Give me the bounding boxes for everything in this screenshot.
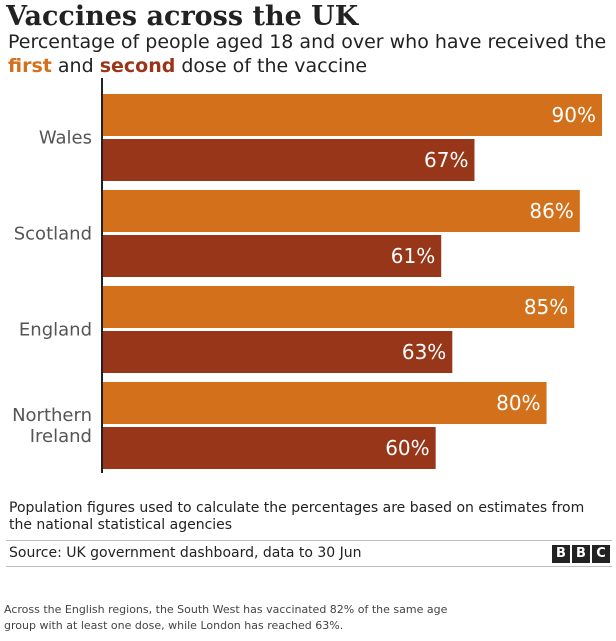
bar-value-label: 67% — [424, 148, 468, 172]
bbc-logo-block: B — [572, 545, 590, 563]
bar-value-label: 63% — [402, 340, 446, 364]
bar-chart: 90% 67% Wales 86% 61% Scotland 85% 63% England 80… — [12, 78, 602, 473]
source-text: Source: UK government dashboard, data to… — [9, 545, 362, 561]
methodology-note: Population figures used to calculate the… — [9, 500, 585, 533]
bar-first-dose — [103, 94, 602, 136]
bbc-logo: B B C — [552, 545, 610, 563]
bbc-logo-block: B — [552, 545, 570, 563]
bar-second-dose — [103, 427, 436, 469]
bbc-logo-block: C — [592, 545, 610, 563]
bar-second-dose — [103, 331, 453, 373]
bar-first-dose — [103, 382, 547, 424]
category-label: Scotland — [14, 224, 92, 245]
subtitle-first-highlight: first — [8, 55, 52, 77]
bar-value-label: 61% — [391, 244, 435, 268]
category-label: England — [19, 320, 92, 341]
bar-value-label: 60% — [385, 436, 429, 460]
subtitle-text-3: dose of the vaccine — [175, 55, 368, 77]
divider-bottom — [6, 566, 612, 567]
bar-second-dose — [103, 139, 475, 181]
bar-first-dose — [103, 286, 575, 328]
footnote: Across the English regions, the South We… — [4, 603, 448, 632]
chart-subtitle: Percentage of people aged 18 and over wh… — [8, 30, 614, 78]
chart-title: Vaccines across the UK — [6, 1, 359, 32]
bar-second-dose — [103, 235, 442, 277]
subtitle-text-1: Percentage of people aged 18 and over wh… — [8, 31, 607, 53]
category-label: Northern — [12, 405, 92, 426]
bar-value-label: 90% — [552, 103, 596, 127]
category-label: Wales — [39, 128, 92, 149]
category-label: Ireland — [30, 426, 92, 447]
bar-value-label: 86% — [529, 199, 573, 223]
bar-first-dose — [103, 190, 580, 232]
bar-value-label: 85% — [524, 295, 568, 319]
divider-top — [6, 540, 612, 541]
subtitle-second-highlight: second — [99, 55, 176, 77]
subtitle-text-2: and — [51, 55, 100, 77]
bar-value-label: 80% — [496, 391, 540, 415]
